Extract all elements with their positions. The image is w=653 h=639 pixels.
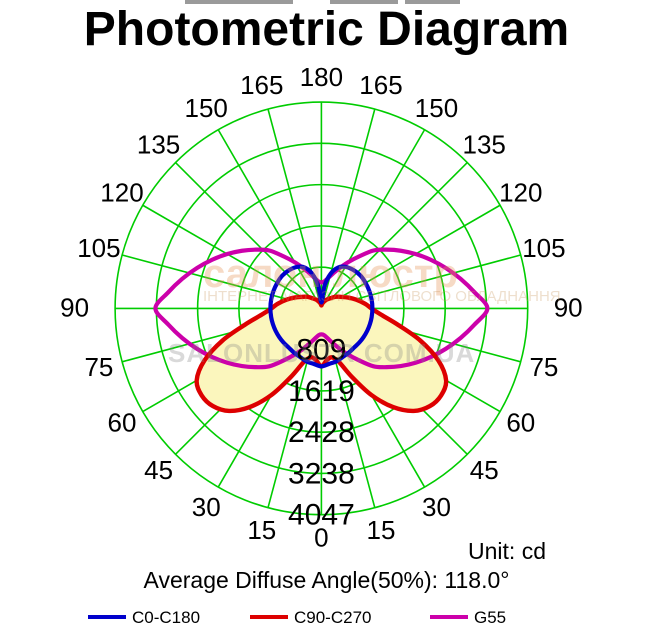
svg-text:3238: 3238 bbox=[288, 457, 355, 490]
svg-text:1619: 1619 bbox=[288, 375, 355, 408]
svg-text:150: 150 bbox=[185, 93, 228, 123]
svg-text:135: 135 bbox=[137, 130, 180, 160]
svg-text:105: 105 bbox=[522, 233, 565, 263]
svg-text:120: 120 bbox=[100, 177, 143, 207]
svg-text:135: 135 bbox=[463, 130, 506, 160]
svg-text:60: 60 bbox=[108, 408, 137, 438]
svg-text:75: 75 bbox=[529, 352, 558, 382]
svg-text:60: 60 bbox=[506, 408, 535, 438]
svg-text:45: 45 bbox=[144, 455, 173, 485]
svg-text:45: 45 bbox=[470, 455, 499, 485]
svg-text:165: 165 bbox=[359, 70, 402, 100]
svg-text:30: 30 bbox=[192, 492, 221, 522]
svg-text:2428: 2428 bbox=[288, 416, 355, 449]
svg-text:105: 105 bbox=[77, 233, 120, 263]
svg-text:180: 180 bbox=[300, 62, 343, 92]
svg-text:4047: 4047 bbox=[288, 499, 355, 532]
svg-text:75: 75 bbox=[84, 352, 113, 382]
svg-text:90: 90 bbox=[60, 292, 89, 322]
svg-text:30: 30 bbox=[422, 492, 451, 522]
svg-text:120: 120 bbox=[499, 177, 542, 207]
svg-text:150: 150 bbox=[415, 93, 458, 123]
svg-text:165: 165 bbox=[240, 70, 283, 100]
